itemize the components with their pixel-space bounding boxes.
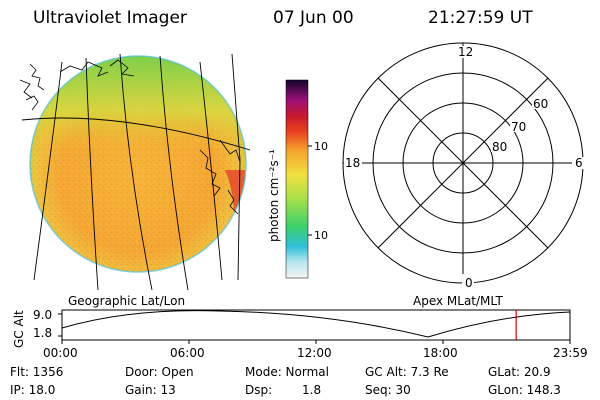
xtick-1800: 18:00 [423,346,458,360]
xtick-0000: 00:00 [43,346,78,360]
door-status: Door: Open [125,365,194,379]
altitude-ylabel: GC Alt [12,310,26,348]
colorbar-scale [285,79,309,279]
colorbar-tick-100: 100 [314,140,328,153]
geographic-label: Geographic Lat/Lon [68,294,186,308]
ip-value: IP: 18.0 [10,383,56,397]
xtick-0600: 06:00 [170,346,205,360]
globe-image [19,53,251,290]
lat-label-60: 60 [533,97,548,111]
colorbar-unit-label: photon cm⁻²s⁻¹ [267,149,281,242]
gc-altitude: GC Alt: 7.3 Re [365,365,449,379]
lonlat-grid [21,53,251,290]
polar-grid: 12 6 0 18 60 70 80 [342,42,584,290]
apex-label: Apex MLat/MLT [413,294,503,308]
xtick-1200: 12:00 [297,346,332,360]
mlt-label-6: 6 [575,156,583,170]
sequence-number: Seq: 30 [365,383,411,397]
altitude-curve [61,310,571,338]
altitude-ytick-max: 9.0 [33,308,52,322]
mode-value: Mode: Normal [245,365,329,379]
coastlines [19,59,241,215]
dsp-value: 1.8 [302,383,322,397]
dsp-label: Dsp: [245,383,273,397]
mlt-label-12: 12 [458,45,473,59]
instrument-title: Ultraviolet Imager [33,8,187,28]
time-label: 21:27:59 UT [428,8,533,28]
mlt-label-18: 18 [345,156,360,170]
colorbar-tick-10: 10 [314,229,328,242]
lat-label-70: 70 [511,120,526,134]
geographic-longitude: GLon: 148.3 [488,383,561,397]
xtick-2359: 23:59 [553,346,588,360]
altitude-plot: GC Alt 9.0 1.8 [12,308,571,348]
geographic-latitude: GLat: 20.9 [488,365,551,379]
mlt-label-0: 0 [465,276,473,290]
colorbar: 100 10 photon cm⁻²s⁻¹ [267,79,328,279]
lat-label-80: 80 [492,140,507,154]
flight-number: Flt: 1356 [10,365,64,379]
gain-value: Gain: 13 [125,383,176,397]
altitude-ytick-min: 1.8 [33,326,52,340]
date-label: 07 Jun 00 [273,8,354,28]
aurora-disk [30,56,246,272]
altitude-frame [61,309,571,341]
